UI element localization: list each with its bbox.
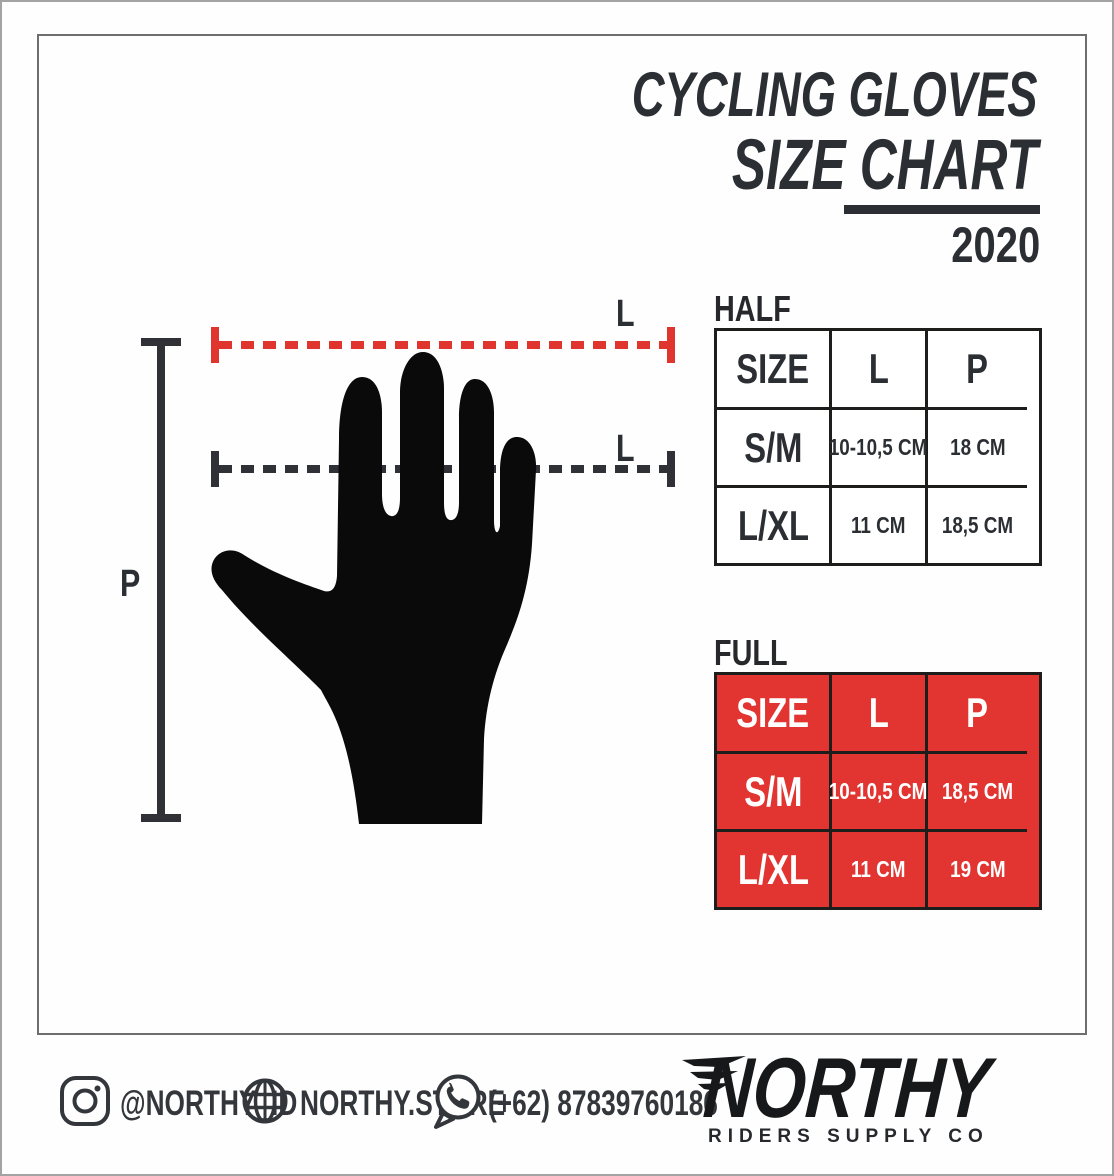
length-top-label: L xyxy=(616,293,635,335)
table-cell: S/M xyxy=(717,751,829,829)
globe-icon xyxy=(242,1078,288,1124)
palm-line-bottom-cap xyxy=(141,814,181,822)
table-cell: 11 CM xyxy=(829,829,925,907)
half-table-heading: HALF xyxy=(714,288,791,329)
red-line-left-cap xyxy=(211,327,219,363)
table-cell: 18,5 CM xyxy=(925,485,1027,563)
poster-title-line2: SIZE CHART xyxy=(732,126,1038,205)
full-header-l: L xyxy=(829,675,925,751)
phone-number: (+62) 87839760186 xyxy=(488,1084,718,1123)
brand-logo: NORTHY RIDERS SUPPLY CO xyxy=(680,1041,1040,1152)
brand-subtitle: RIDERS SUPPLY CO xyxy=(708,1126,989,1147)
table-cell: L/XL xyxy=(717,485,829,563)
table-cell: S/M xyxy=(717,407,829,485)
poster-title-line1: CYCLING GLOVES xyxy=(632,60,1038,130)
whatsapp-icon xyxy=(434,1074,481,1129)
year-label: 2020 xyxy=(951,217,1040,273)
title-underline xyxy=(844,205,1040,214)
full-table-heading: FULL xyxy=(714,632,788,673)
dark-line-left-cap xyxy=(211,451,219,487)
half-size-table: SIZE L P S/M 10-10,5 CM 18 CM L/XL 11 CM… xyxy=(714,328,1042,566)
full-header-size: SIZE xyxy=(736,689,810,736)
table-cell: 19 CM xyxy=(925,829,1027,907)
half-header-size: SIZE xyxy=(736,345,810,392)
table-cell: L/XL xyxy=(717,829,829,907)
palm-length-line xyxy=(157,341,165,819)
full-header-p: P xyxy=(925,675,1027,751)
half-header-l: L xyxy=(829,331,925,407)
table-cell: 10-10,5 CM xyxy=(829,751,928,829)
hand-silhouette xyxy=(211,352,537,824)
full-size-table: SIZE L P S/M 10-10,5 CM 18,5 CM L/XL 11 … xyxy=(714,672,1042,910)
table-cell: 10-10,5 CM xyxy=(829,407,928,485)
half-header-p: P xyxy=(925,331,1027,407)
palm-measure-label: P xyxy=(120,563,141,605)
wing-icon xyxy=(682,1056,746,1091)
brand-name: NORTHY xyxy=(700,1041,994,1136)
knuckle-width-line-red xyxy=(219,341,669,349)
palm-line-top-cap xyxy=(141,338,181,346)
length-mid-label: L xyxy=(616,428,635,470)
table-cell: 18,5 CM xyxy=(925,751,1027,829)
instagram-icon xyxy=(60,1076,110,1126)
instagram-handle: @NORTHY_ID xyxy=(120,1084,298,1123)
table-cell: 18 CM xyxy=(925,407,1027,485)
inner-frame-border xyxy=(37,34,1087,1035)
red-line-right-cap xyxy=(667,327,675,363)
dark-line-right-cap xyxy=(667,451,675,487)
table-cell: 11 CM xyxy=(829,485,925,563)
